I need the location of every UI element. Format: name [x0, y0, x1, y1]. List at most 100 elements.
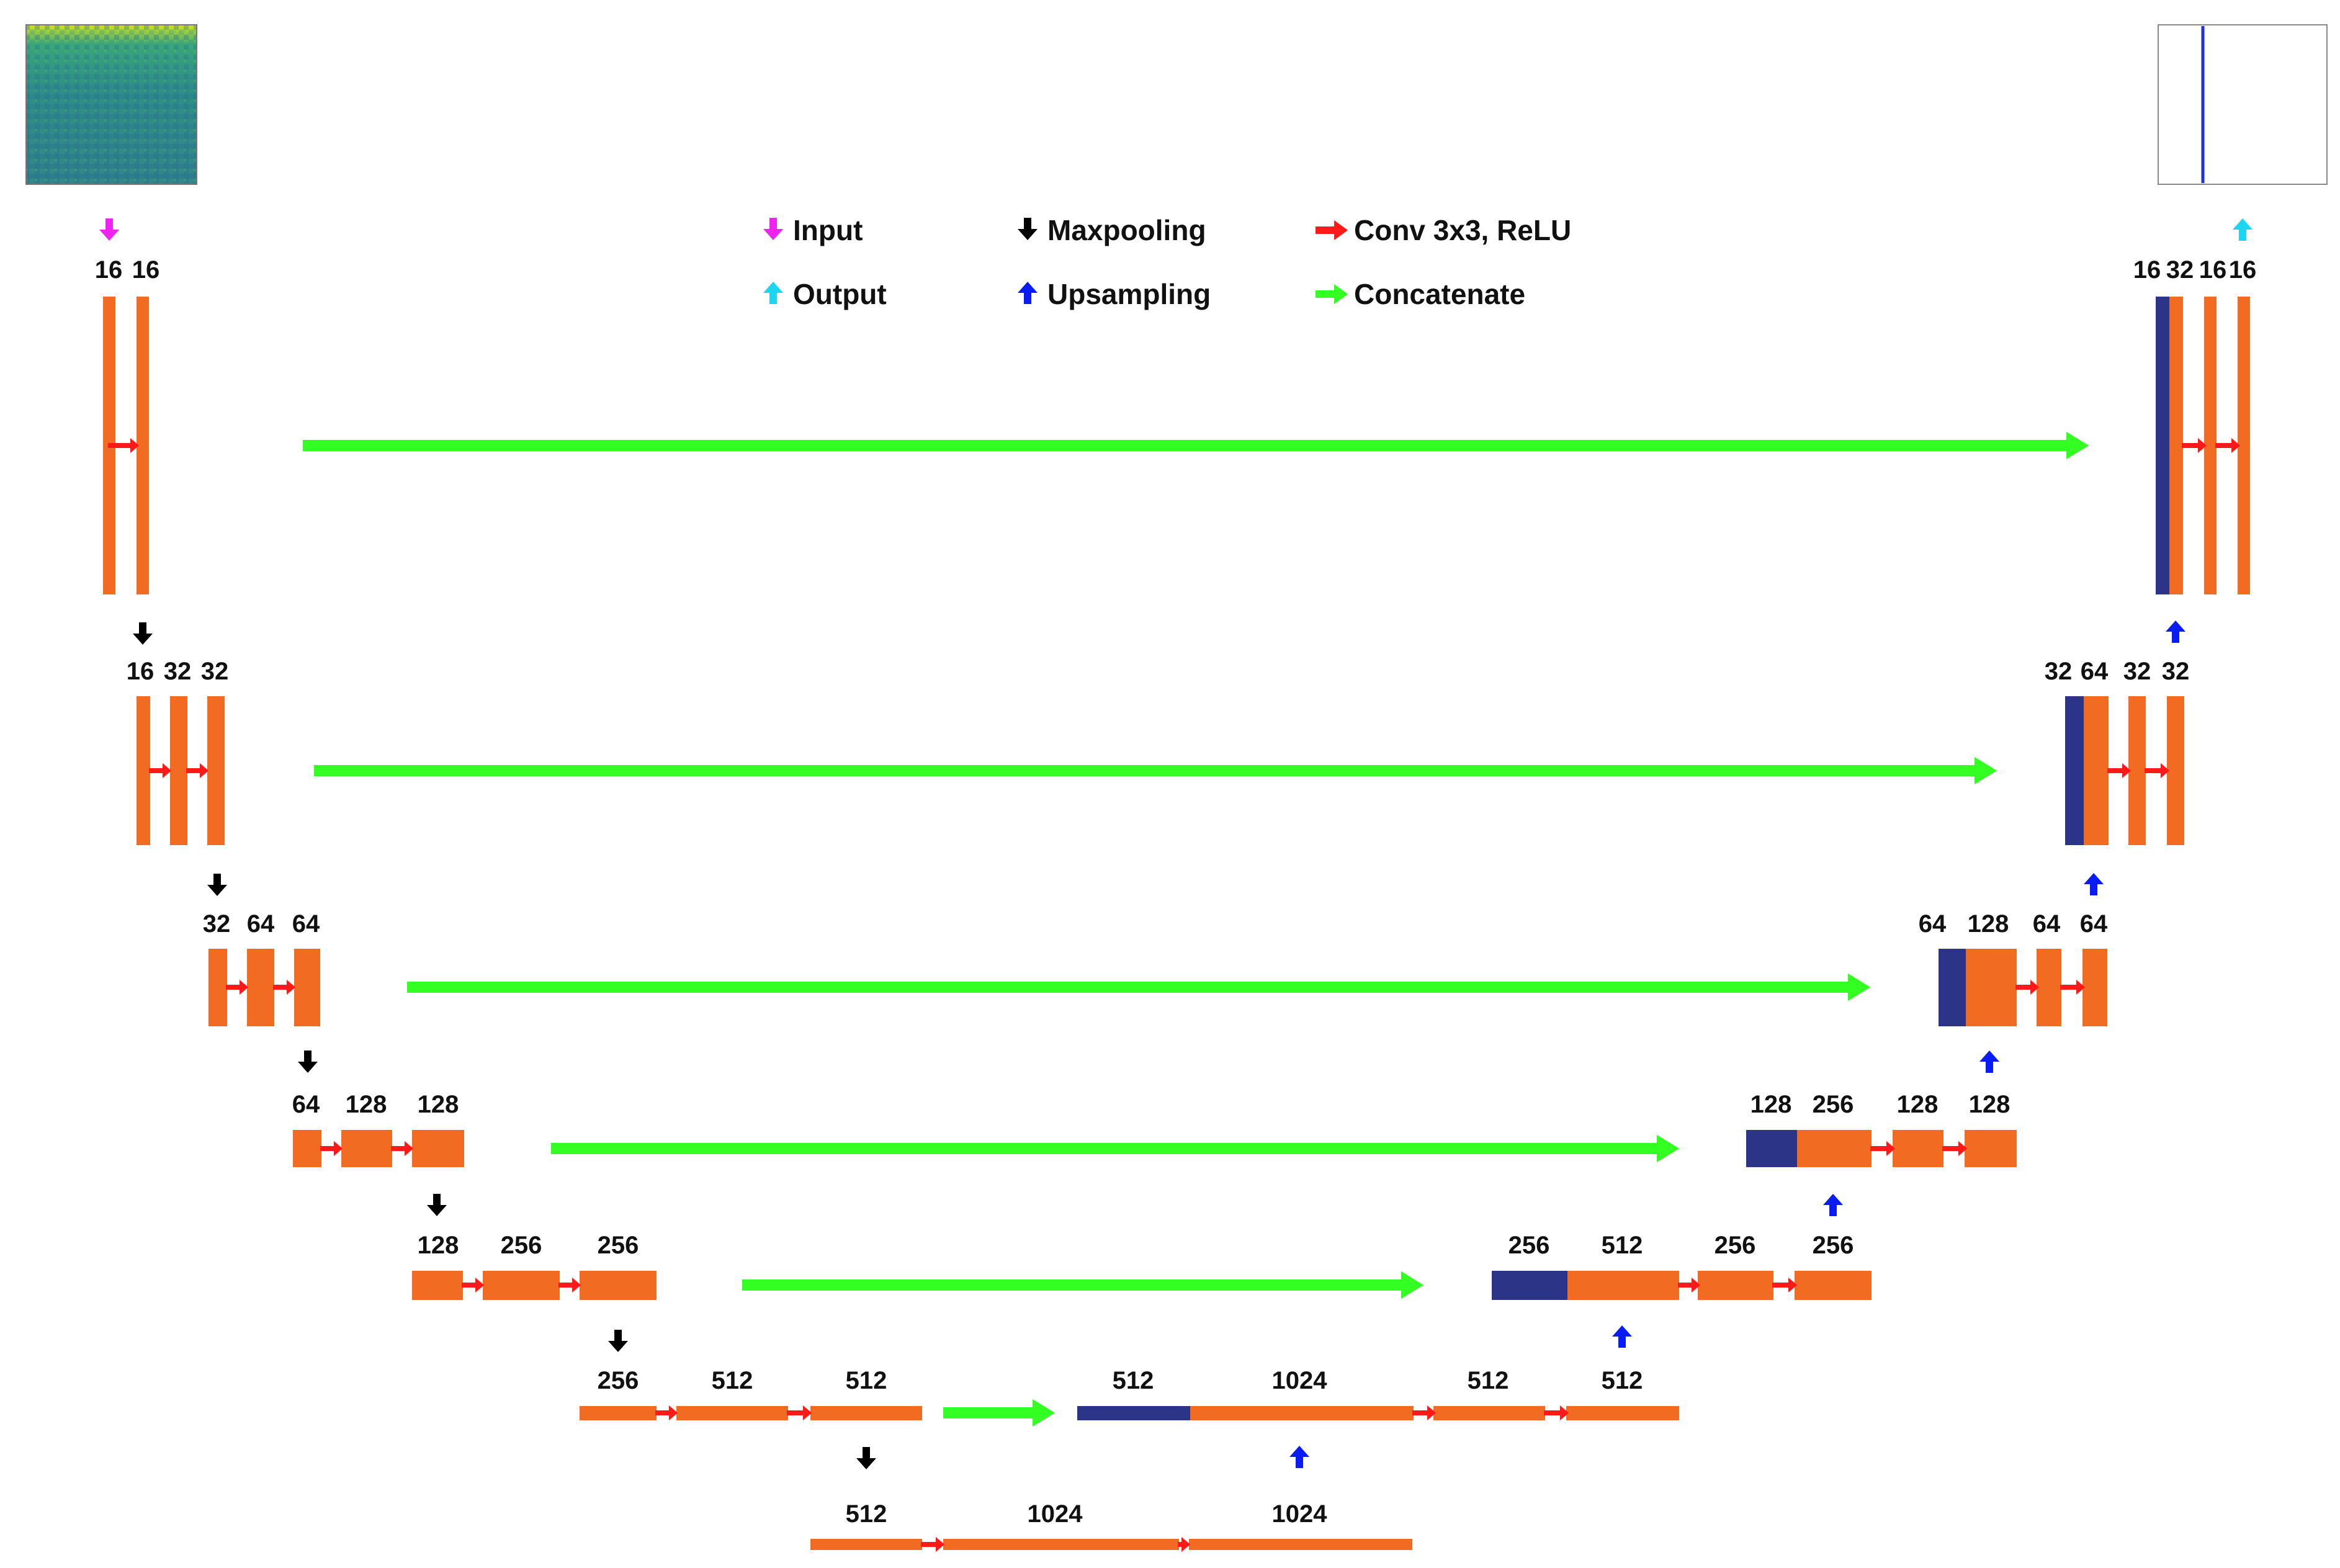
channel-label: 32 — [164, 658, 192, 685]
feature-map-block — [247, 949, 274, 1026]
feature-map-block — [2169, 297, 2183, 594]
feature-map-block — [2167, 696, 2184, 845]
channel-label: 16 — [2199, 256, 2227, 284]
channel-label: 256 — [598, 1232, 639, 1259]
channel-label: 32 — [201, 658, 229, 685]
channel-label: 128 — [418, 1091, 459, 1118]
feature-map-block — [1433, 1406, 1545, 1420]
legend-input-label: Input — [793, 214, 863, 246]
channel-label: 512 — [1468, 1367, 1509, 1394]
channel-label: 64 — [292, 1091, 320, 1118]
upsample-arrow-icon — [2166, 620, 2185, 643]
conv-arrow-icon — [1870, 1141, 1895, 1156]
feature-map-block — [208, 949, 227, 1026]
legend-output-label: Output — [793, 278, 887, 310]
channel-label: 128 — [418, 1232, 459, 1259]
channel-label: 256 — [598, 1367, 639, 1394]
feature-map-block — [810, 1406, 922, 1420]
channel-label: 128 — [1751, 1091, 1792, 1118]
legend-concatenate-label: Concatenate — [1354, 278, 1525, 310]
conv-arrow-icon — [2107, 763, 2131, 778]
feature-map-block — [294, 949, 320, 1026]
feature-map-block — [412, 1271, 463, 1300]
channel-label: 32 — [2123, 658, 2151, 685]
skip-feature-block — [1746, 1130, 1797, 1167]
feature-map-block — [170, 696, 187, 845]
feature-map-block — [1189, 1539, 1412, 1550]
conv-arrow-icon — [149, 763, 171, 778]
channel-label: 64 — [2080, 910, 2108, 938]
conv-arrow-icon — [2145, 763, 2169, 778]
channel-label: 256 — [1813, 1232, 1854, 1259]
channel-label: 512 — [846, 1500, 887, 1528]
concatenate-arrow-icon — [943, 1399, 1055, 1427]
channel-label: 32 — [2162, 658, 2190, 685]
feature-map-block — [2082, 949, 2107, 1026]
feature-map-block — [207, 696, 225, 845]
feature-map-block — [1965, 1130, 2017, 1167]
feature-map-block — [2037, 949, 2061, 1026]
feature-map-block — [137, 696, 150, 845]
feature-map-block — [1698, 1271, 1773, 1300]
channel-label: 128 — [1968, 910, 2009, 938]
conv-arrow-icon — [273, 980, 295, 995]
conv-arrow-icon — [462, 1278, 484, 1292]
legend-maxpooling-label: Maxpooling — [1047, 214, 1206, 246]
legend-input-icon — [763, 218, 783, 240]
channel-label: 256 — [1813, 1091, 1854, 1118]
conv-arrow-icon — [1772, 1278, 1797, 1292]
channel-label: 128 — [346, 1091, 387, 1118]
concatenate-arrow-icon — [303, 432, 2089, 459]
channel-label: 512 — [1602, 1232, 1643, 1259]
channel-label: 1024 — [1272, 1500, 1328, 1528]
channel-label: 64 — [247, 910, 275, 938]
conv-arrow-icon — [655, 1405, 678, 1420]
feature-map-block — [1190, 1406, 1414, 1420]
channel-label: 16 — [127, 658, 155, 685]
feature-map-block — [943, 1539, 1179, 1550]
feature-map-block — [1567, 1271, 1679, 1300]
conv-arrow-icon — [186, 763, 208, 778]
channel-label: 128 — [1897, 1091, 1939, 1118]
channel-label: 32 — [2045, 658, 2073, 685]
conv-arrow-icon — [108, 438, 139, 453]
feature-map-block — [1966, 949, 2017, 1026]
conv-arrow-icon — [787, 1405, 812, 1420]
concatenate-arrow-icon — [742, 1271, 1423, 1299]
channel-label: 256 — [1715, 1232, 1756, 1259]
channel-label: 32 — [203, 910, 231, 938]
conv-arrow-icon — [226, 980, 248, 995]
legend-conv-label: Conv 3x3, ReLU — [1354, 214, 1571, 246]
concatenate-arrow-icon — [407, 974, 1870, 1001]
legend-output-icon — [763, 282, 783, 304]
skip-feature-block — [1939, 949, 1966, 1026]
legend-concat-icon — [1316, 284, 1348, 304]
maxpool-arrow-icon — [427, 1194, 447, 1216]
conv-arrow-icon — [2015, 980, 2039, 995]
feature-map-block — [2128, 696, 2146, 845]
maxpool-arrow-icon — [133, 622, 153, 645]
channel-label: 256 — [501, 1232, 542, 1259]
feature-map-block — [1566, 1406, 1679, 1420]
concatenate-arrow-icon — [551, 1135, 1679, 1162]
channel-label: 1024 — [1272, 1367, 1328, 1394]
legend-upsample-icon — [1018, 282, 1038, 304]
conv-arrow-icon — [2215, 438, 2240, 453]
channel-label: 64 — [2081, 658, 2109, 685]
channel-label: 32 — [2166, 256, 2194, 284]
channel-label: 64 — [2033, 910, 2061, 938]
legend-maxpool-icon — [1018, 218, 1038, 240]
maxpool-arrow-icon — [207, 874, 227, 896]
channel-label: 512 — [1113, 1367, 1154, 1394]
concatenate-arrow-icon — [314, 757, 1997, 784]
conv-arrow-icon — [1178, 1537, 1190, 1552]
upsample-arrow-icon — [1612, 1325, 1632, 1348]
conv-arrow-icon — [1678, 1278, 1700, 1292]
conv-arrow-icon — [1942, 1141, 1967, 1156]
channel-label: 16 — [2133, 256, 2161, 284]
feature-map-block — [1797, 1130, 1872, 1167]
feature-map-block — [676, 1406, 788, 1420]
input-image-thumbnail — [25, 24, 197, 185]
channel-label: 16 — [132, 256, 160, 284]
